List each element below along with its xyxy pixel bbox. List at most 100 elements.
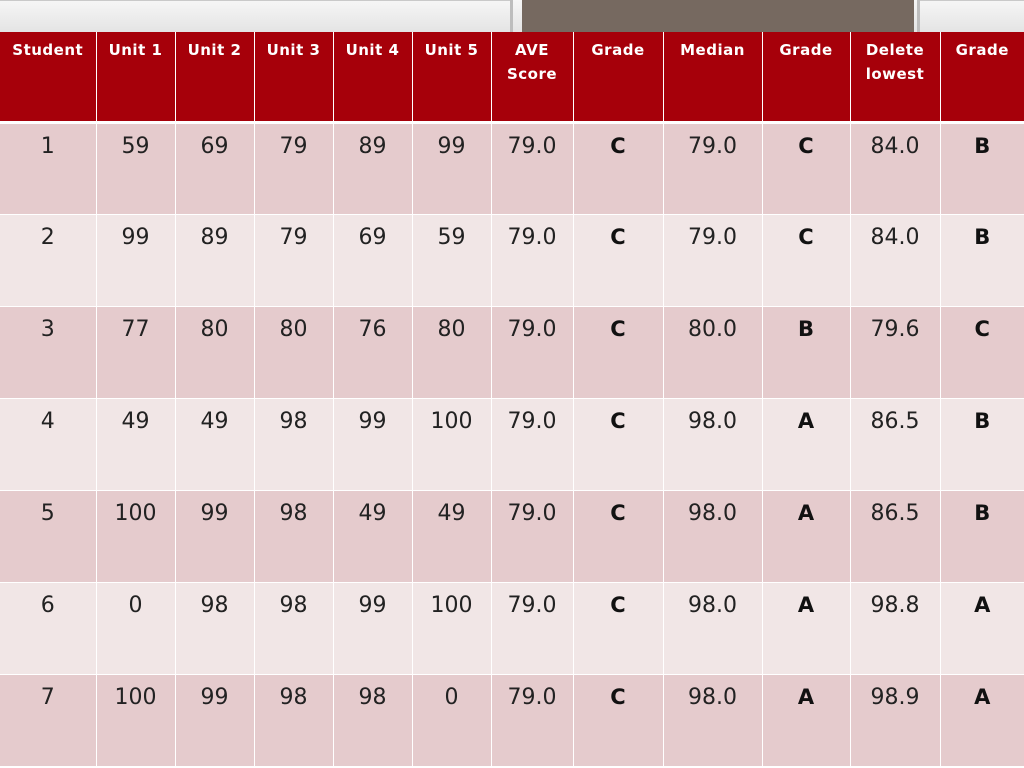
top-rule-right (920, 0, 1024, 1)
cell-grade-ave: C (573, 582, 664, 675)
cell-unit-4: 99 (333, 398, 413, 491)
cell-student: 1 (0, 122, 97, 215)
cell-grade-median: C (762, 214, 851, 307)
slide-top-strip (0, 0, 1024, 32)
cell-median: 80.0 (663, 306, 763, 399)
cell-unit-1: 59 (96, 122, 176, 215)
cell-median: 98.0 (663, 582, 763, 675)
cell-student: 2 (0, 214, 97, 307)
cell-grade-delete-lowest: B (940, 214, 1024, 307)
cell-unit-5: 100 (412, 582, 492, 675)
top-rule-left (0, 0, 510, 1)
table-row: 2 99 89 79 69 59 79.0 C 79.0 C 84.0 B (0, 214, 1024, 307)
cell-student: 3 (0, 306, 97, 399)
header-unit-4: Unit 4 (333, 32, 413, 124)
cell-ave-score: 79.0 (491, 490, 574, 583)
header-grade-delete-lowest: Grade (940, 32, 1024, 124)
cell-ave-score: 79.0 (491, 122, 574, 215)
cell-unit-4: 76 (333, 306, 413, 399)
table-row: 6 0 98 98 99 100 79.0 C 98.0 A 98.8 A (0, 582, 1024, 675)
cell-grade-median: B (762, 306, 851, 399)
cell-grade-median: A (762, 582, 851, 675)
cell-ave-score: 79.0 (491, 582, 574, 675)
header-ave-score: AVE Score (491, 32, 574, 124)
cell-unit-4: 89 (333, 122, 413, 215)
table-row: 7 100 99 98 98 0 79.0 C 98.0 A 98.9 A (0, 674, 1024, 767)
cell-unit-4: 69 (333, 214, 413, 307)
cell-unit-2: 99 (175, 674, 255, 767)
cell-delete-lowest: 86.5 (850, 490, 941, 583)
cell-unit-2: 80 (175, 306, 255, 399)
cell-ave-score: 79.0 (491, 306, 574, 399)
cell-ave-score: 79.0 (491, 398, 574, 491)
cell-delete-lowest: 86.5 (850, 398, 941, 491)
cell-unit-3: 98 (254, 674, 334, 767)
table-row: 1 59 69 79 89 99 79.0 C 79.0 C 84.0 B (0, 122, 1024, 215)
cell-unit-3: 79 (254, 122, 334, 215)
cell-unit-1: 100 (96, 674, 176, 767)
cell-unit-2: 98 (175, 582, 255, 675)
cell-median: 98.0 (663, 674, 763, 767)
cell-unit-4: 98 (333, 674, 413, 767)
cell-grade-median: A (762, 490, 851, 583)
cell-ave-score: 79.0 (491, 674, 574, 767)
cell-grade-ave: C (573, 306, 664, 399)
cell-unit-1: 77 (96, 306, 176, 399)
cell-grade-delete-lowest: B (940, 122, 1024, 215)
cell-ave-score: 79.0 (491, 214, 574, 307)
table-row: 4 49 49 98 99 100 79.0 C 98.0 A 86.5 B (0, 398, 1024, 491)
cell-unit-5: 80 (412, 306, 492, 399)
cell-unit-5: 100 (412, 398, 492, 491)
cell-delete-lowest: 98.9 (850, 674, 941, 767)
grades-table: Student Unit 1 Unit 2 Unit 3 Unit 4 Unit… (0, 32, 1024, 767)
cell-unit-3: 80 (254, 306, 334, 399)
header-grade-ave: Grade (573, 32, 664, 124)
cell-delete-lowest: 84.0 (850, 122, 941, 215)
cell-grade-median: A (762, 674, 851, 767)
cell-unit-2: 99 (175, 490, 255, 583)
cell-median: 79.0 (663, 214, 763, 307)
cell-student: 4 (0, 398, 97, 491)
cell-grade-median: C (762, 122, 851, 215)
header-student: Student (0, 32, 97, 124)
cell-unit-3: 98 (254, 582, 334, 675)
cell-grade-ave: C (573, 214, 664, 307)
header-median: Median (663, 32, 763, 124)
table-row: 5 100 99 98 49 49 79.0 C 98.0 A 86.5 B (0, 490, 1024, 583)
cell-grade-delete-lowest: A (940, 674, 1024, 767)
cell-grade-ave: C (573, 122, 664, 215)
cell-student: 6 (0, 582, 97, 675)
cell-unit-1: 0 (96, 582, 176, 675)
header-grade-median: Grade (762, 32, 851, 124)
cell-unit-1: 99 (96, 214, 176, 307)
cell-unit-2: 89 (175, 214, 255, 307)
cell-unit-1: 49 (96, 398, 176, 491)
cell-delete-lowest: 84.0 (850, 214, 941, 307)
cell-grade-delete-lowest: B (940, 490, 1024, 583)
cell-grade-median: A (762, 398, 851, 491)
header-unit-5: Unit 5 (412, 32, 492, 124)
header-delete-lowest: Delete lowest (850, 32, 941, 124)
title-accent-bar (522, 0, 914, 32)
cell-unit-2: 49 (175, 398, 255, 491)
cell-grade-delete-lowest: B (940, 398, 1024, 491)
cell-delete-lowest: 79.6 (850, 306, 941, 399)
cell-unit-3: 79 (254, 214, 334, 307)
cell-unit-4: 99 (333, 582, 413, 675)
cell-unit-5: 49 (412, 490, 492, 583)
cell-student: 5 (0, 490, 97, 583)
cell-student: 7 (0, 674, 97, 767)
table-row: 3 77 80 80 76 80 79.0 C 80.0 B 79.6 C (0, 306, 1024, 399)
top-separator-right (917, 0, 920, 32)
cell-unit-4: 49 (333, 490, 413, 583)
cell-median: 98.0 (663, 398, 763, 491)
cell-unit-1: 100 (96, 490, 176, 583)
header-unit-3: Unit 3 (254, 32, 334, 124)
header-unit-2: Unit 2 (175, 32, 255, 124)
top-separator-left (510, 0, 513, 32)
cell-grade-ave: C (573, 490, 664, 583)
cell-unit-5: 59 (412, 214, 492, 307)
cell-unit-5: 0 (412, 674, 492, 767)
table-header-row: Student Unit 1 Unit 2 Unit 3 Unit 4 Unit… (0, 32, 1024, 124)
cell-grade-delete-lowest: C (940, 306, 1024, 399)
